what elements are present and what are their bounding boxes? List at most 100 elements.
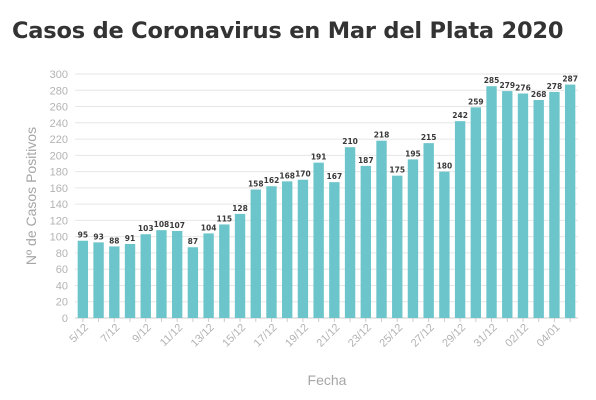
y-tick-label: 300 [50,69,68,81]
x-tick-label: 9/12 [130,322,154,346]
data-label: 170 [295,170,311,179]
data-label: 276 [515,84,531,93]
x-tick-label: 21/12 [315,322,343,350]
bar [376,140,387,318]
x-tick-label: 04/01 [535,322,563,350]
bar [124,243,136,318]
bars [77,84,576,319]
bar [234,213,246,318]
bar [313,162,324,318]
data-label: 278 [547,82,563,91]
data-label: 279 [499,81,515,90]
bar [344,147,356,318]
bar [93,242,104,318]
bar [517,93,529,319]
x-tick-label: 11/12 [158,322,185,349]
data-label: 242 [452,111,468,120]
data-label: 210 [342,137,358,146]
y-axis-title: Nº de Casos Positivos [23,127,39,265]
bar [470,107,482,318]
bar [77,240,89,318]
x-tick-label: 29/12 [440,322,468,350]
bar [407,159,419,318]
y-tick-label: 80 [56,248,68,260]
data-label: 215 [421,133,437,142]
x-tick-label: 23/12 [346,322,374,350]
data-label: 91 [125,234,135,243]
chart-title: Casos de Coronavirus en Mar del Plata 20… [12,18,564,44]
y-tick-label: 0 [62,313,68,325]
data-label: 104 [201,223,217,232]
x-tick-label: 5/12 [67,322,91,346]
x-tick-label: 13/12 [189,322,217,350]
y-tick-label: 100 [50,232,68,244]
x-tick-label: 02/12 [503,322,531,350]
y-tick-label: 40 [56,280,68,292]
x-axis-ticks: 5/12 7/12 9/12 11/12 13/12 15/12 17/12 19/12 21/… [67,318,571,350]
bar [439,171,450,318]
data-label: 128 [232,204,248,213]
x-tick-label: 25/12 [377,322,405,350]
bar [140,234,151,318]
x-tick-label: 17/12 [252,322,280,350]
y-tick-label: 180 [50,167,68,179]
data-label: 268 [531,90,547,99]
data-label: 93 [93,232,103,241]
data-label: 88 [109,236,119,245]
y-tick-label: 280 [50,85,68,97]
data-label: 218 [374,131,390,140]
data-label: 162 [264,176,280,185]
bar [533,100,544,318]
x-tick-label: 15/12 [220,322,248,350]
bar [297,179,309,318]
bar [203,233,214,318]
data-label: 87 [188,237,198,246]
bar [156,230,167,318]
y-tick-label: 160 [50,183,68,195]
bar [219,224,230,318]
y-tick-label: 260 [50,102,68,114]
data-label: 287 [562,75,578,84]
data-label: 103 [138,224,154,233]
data-label: 191 [311,153,327,162]
y-axis-ticks: 0 20 40 60 80 100 120 140 160 180 200 220 240 260 280 3… [50,69,68,325]
data-label: 175 [389,166,405,175]
data-label: 107 [169,221,185,230]
y-tick-label: 200 [50,150,68,162]
bar [502,91,513,318]
bar [392,175,403,318]
bar [109,246,120,318]
bar [187,247,199,318]
y-tick-label: 240 [50,118,68,130]
data-label: 168 [279,171,295,180]
y-tick-label: 60 [56,264,68,276]
y-tick-label: 20 [56,297,68,309]
data-label: 108 [154,220,170,229]
data-label: 285 [484,76,500,85]
bar [250,189,261,318]
x-axis-title: Fecha [308,372,347,388]
data-label: 167 [327,172,343,181]
bar [564,84,576,318]
data-label: 187 [358,156,374,165]
x-tick-label: 31/12 [472,322,500,350]
data-label: 158 [248,179,264,188]
x-tick-label: 27/12 [409,322,437,350]
bar [329,182,340,318]
y-tick-label: 120 [50,215,68,227]
x-tick-label: 7/12 [99,322,123,346]
bar [549,91,560,318]
data-label: 115 [217,214,233,223]
data-label: 95 [78,231,88,240]
y-tick-label: 140 [50,199,68,211]
y-tick-label: 220 [50,134,68,146]
bar [282,181,293,318]
data-label: 259 [468,97,484,106]
bar [360,165,371,318]
bar [266,186,277,318]
x-tick-label: 19/12 [283,322,311,350]
data-label: 180 [437,162,453,171]
bar [171,230,183,318]
